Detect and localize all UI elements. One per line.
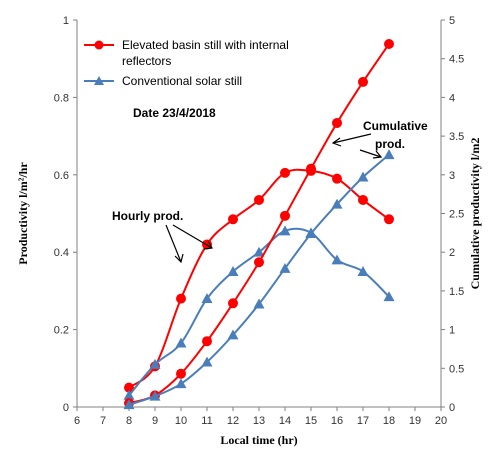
x-tick-label: 6 bbox=[74, 415, 80, 427]
cumulative-arrowhead-1 bbox=[331, 137, 342, 147]
series-line-elev_cumulative bbox=[128, 43, 390, 405]
data-point-conv_cumulative bbox=[253, 298, 265, 309]
x-tick-label: 16 bbox=[331, 415, 343, 427]
x-tick-label: 18 bbox=[383, 415, 395, 427]
legend-label-elevated-line1: Elevated basin still with internal bbox=[122, 38, 289, 52]
cumulative-arrows bbox=[331, 133, 383, 159]
data-point-elev_cumulative bbox=[176, 368, 186, 379]
data-point-conv_cumulative bbox=[383, 149, 395, 160]
data-point-elev_hourly bbox=[176, 293, 186, 304]
data-point-conv_cumulative bbox=[279, 262, 291, 273]
x-tick-label: 12 bbox=[227, 415, 239, 427]
data-point-conv_cumulative bbox=[123, 399, 135, 410]
series-line-conv_cumulative bbox=[128, 153, 390, 406]
hourly-arrowhead-2 bbox=[203, 240, 213, 250]
data-point-conv_cumulative bbox=[357, 171, 369, 182]
data-point-elev_hourly bbox=[254, 194, 264, 205]
data-point-conv_hourly bbox=[201, 293, 213, 304]
plot-area: 6 7 8 9 10 11 12 13 14 15 16 17 18 19 2000.20.40.60.81… bbox=[16, 15, 482, 447]
date-annotation: Date 23/4/2018 bbox=[133, 106, 216, 120]
y-axis-left-title: Productivity l/m²/hr bbox=[16, 162, 30, 265]
y-right-tick-label: 3 bbox=[449, 170, 455, 182]
y-right-tick-label: 5 bbox=[449, 15, 455, 27]
x-tick-label: 14 bbox=[279, 415, 291, 427]
data-point-conv_hourly bbox=[383, 291, 395, 302]
data-point-elev_hourly bbox=[280, 167, 290, 178]
legend-label-elevated-line2: reflectors bbox=[122, 54, 171, 68]
data-point-elev_hourly bbox=[124, 382, 134, 393]
cumulative-prod-annotation-line2: prod. bbox=[375, 137, 405, 151]
y-left-tick-label: 0.6 bbox=[54, 170, 69, 182]
data-point-elev_hourly bbox=[384, 214, 394, 225]
cumulative-arrowhead-2 bbox=[372, 150, 383, 159]
data-point-conv_hourly bbox=[175, 337, 187, 348]
cumulative-arrow-2 bbox=[359, 149, 382, 158]
hourly-arrow-1 bbox=[165, 224, 182, 263]
x-tick-label: 10 bbox=[175, 415, 187, 427]
data-point-conv_cumulative bbox=[331, 198, 343, 209]
y-left-tick-label: 0 bbox=[63, 402, 69, 414]
hourly-arrow-2 bbox=[172, 224, 213, 249]
legend-marker-elevated bbox=[94, 40, 104, 50]
y-right-tick-label: 4.5 bbox=[449, 54, 464, 66]
data-point-elev_cumulative bbox=[384, 38, 394, 49]
x-tick-label: 15 bbox=[305, 415, 317, 427]
legend: Elevated basin still with internal refle… bbox=[84, 38, 289, 88]
hourly-arrowhead-1 bbox=[174, 253, 184, 264]
data-point-elev_cumulative bbox=[332, 117, 342, 128]
y-right-tick-label: 0 bbox=[449, 402, 455, 414]
data-point-elev_cumulative bbox=[306, 163, 316, 174]
y-right-tick-label: 2 bbox=[449, 247, 455, 259]
data-point-conv_hourly bbox=[123, 389, 135, 400]
x-tick-label: 19 bbox=[409, 415, 421, 427]
data-point-conv_cumulative bbox=[305, 228, 317, 239]
data-point-conv_hourly bbox=[279, 225, 291, 236]
legend-label-conventional: Conventional solar still bbox=[122, 74, 242, 88]
x-tick-label: 11 bbox=[201, 415, 212, 427]
hourly-prod-annotation: Hourly prod. bbox=[112, 209, 183, 223]
data-point-conv_cumulative bbox=[227, 329, 239, 340]
x-tick-label: 9 bbox=[152, 415, 158, 427]
y-left-tick-label: 0.4 bbox=[54, 247, 69, 259]
data-point-elev_cumulative bbox=[358, 76, 368, 87]
legend-marker-conventional bbox=[94, 76, 104, 85]
data-point-conv_cumulative bbox=[201, 356, 213, 367]
y-right-tick-label: 1.5 bbox=[449, 286, 464, 298]
data-point-elev_hourly bbox=[358, 194, 368, 205]
data-point-conv_hourly bbox=[331, 254, 343, 265]
cumulative-arrow-1 bbox=[332, 133, 372, 144]
y-right-tick-label: 1 bbox=[449, 325, 455, 337]
y-left-tick-label: 1 bbox=[63, 15, 69, 27]
x-tick-label: 13 bbox=[253, 415, 265, 427]
x-tick-label: 17 bbox=[357, 415, 369, 427]
y-right-tick-label: 4 bbox=[449, 92, 455, 104]
data-point-elev_cumulative bbox=[280, 210, 290, 221]
cumulative-prod-annotation-line1: Cumulative bbox=[363, 119, 428, 133]
x-tick-label: 7 bbox=[100, 415, 106, 427]
y-right-tick-label: 3.5 bbox=[449, 131, 464, 143]
hourly-arrows bbox=[165, 224, 213, 264]
data-point-conv_cumulative bbox=[149, 390, 161, 401]
data-point-conv_hourly bbox=[253, 246, 265, 257]
y-right-tick-label: 0.5 bbox=[449, 363, 464, 375]
y-axis-right-title: Cumulative productivity l/m2 bbox=[468, 138, 482, 290]
y-left-tick-label: 0.8 bbox=[54, 92, 69, 104]
data-point-conv_hourly bbox=[357, 266, 369, 276]
data-point-conv_cumulative bbox=[175, 378, 187, 389]
data-point-elev_hourly bbox=[332, 173, 342, 184]
x-axis-title: Local time (hr) bbox=[220, 433, 297, 447]
y-left-tick-label: 0.2 bbox=[54, 325, 69, 337]
x-tick-label: 8 bbox=[126, 415, 132, 427]
y-right-tick-label: 2.5 bbox=[449, 209, 464, 221]
data-point-elev_hourly bbox=[228, 214, 238, 225]
data-point-conv_hourly bbox=[149, 358, 161, 369]
data-point-elev_cumulative bbox=[228, 298, 238, 309]
x-tick-label: 20 bbox=[435, 415, 447, 427]
data-point-elev_cumulative bbox=[202, 336, 212, 347]
data-point-conv_hourly bbox=[227, 266, 239, 276]
data-point-elev_cumulative bbox=[254, 257, 264, 268]
